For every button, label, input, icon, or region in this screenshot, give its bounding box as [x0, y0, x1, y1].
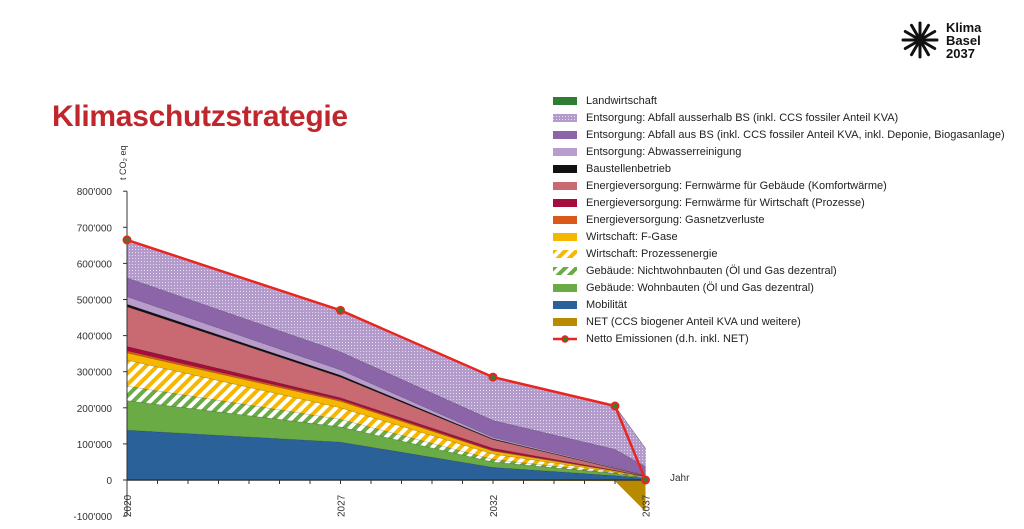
legend-item: Entsorgung: Abfall ausserhalb BS (inkl. … [553, 109, 1005, 126]
legend-swatch [553, 130, 577, 139]
y-tick-label: 0 [106, 476, 112, 487]
legend: Landwirtschaft Entsorgung: Abfall ausserh… [553, 92, 1005, 347]
legend-swatch [553, 334, 577, 343]
netto-emissionen-point [122, 235, 132, 245]
y-tick-label: 200'000 [77, 404, 113, 415]
x-tick-label: 2027 [337, 494, 348, 517]
x-tick-label: 2020 [123, 494, 134, 517]
x-tick-label: 2037 [642, 494, 653, 517]
y-tick-label: 700'000 [77, 223, 113, 234]
legend-label: NET (CCS biogener Anteil KVA und weitere… [586, 315, 801, 328]
logo-line: Basel [946, 32, 981, 48]
klima-basel-logo: Klima Basel 2037 [900, 20, 981, 60]
legend-item: Entsorgung: Abfall aus BS (inkl. CCS fos… [553, 126, 1005, 143]
legend-swatch [553, 317, 577, 326]
legend-label: Gebäude: Nichtwohnbauten (Öl und Gas dez… [586, 264, 837, 277]
legend-swatch [553, 147, 577, 156]
legend-item: Entsorgung: Abwasserreinigung [553, 143, 1005, 160]
x-axis-label: Jahr [670, 473, 690, 484]
legend-label: Gebäude: Wohnbauten (Öl und Gas dezentra… [586, 281, 814, 294]
logo-line: 2037 [946, 45, 975, 61]
logo-line: Klima [946, 19, 982, 35]
y-tick-label: 600'000 [77, 259, 113, 270]
legend-item: Netto Emissionen (d.h. inkl. NET) [553, 330, 1005, 347]
legend-item: Gebäude: Wohnbauten (Öl und Gas dezentra… [553, 279, 1005, 296]
area-net [127, 480, 646, 512]
legend-label: Energieversorgung: Fernwärme für Wirtsch… [586, 196, 865, 209]
legend-label: Netto Emissionen (d.h. inkl. NET) [586, 332, 749, 345]
netto-emissionen-point [641, 475, 650, 485]
legend-item: Energieversorgung: Gasnetzverluste [553, 211, 1005, 228]
legend-swatch [553, 249, 577, 258]
legend-label: Entsorgung: Abfall ausserhalb BS (inkl. … [586, 111, 899, 124]
legend-swatch [553, 232, 577, 241]
x-tick-label: 2032 [489, 494, 500, 517]
y-tick-label: 400'000 [77, 332, 113, 343]
legend-label: Landwirtschaft [586, 94, 657, 107]
legend-label: Energieversorgung: Gasnetzverluste [586, 213, 765, 226]
legend-label: Wirtschaft: Prozessenergie [586, 247, 718, 260]
legend-item: Wirtschaft: F-Gase [553, 228, 1005, 245]
y-axis-label: t CO₂ eq [118, 145, 128, 180]
y-tick-label: -100'000 [73, 512, 112, 523]
legend-item: Wirtschaft: Prozessenergie [553, 245, 1005, 262]
legend-item: Energieversorgung: Fernwärme für Gebäude… [553, 177, 1005, 194]
legend-swatch [553, 266, 577, 275]
legend-label: Baustellenbetrieb [586, 162, 672, 175]
legend-swatch [553, 300, 577, 309]
legend-swatch [553, 164, 577, 173]
page-title: Klimaschutzstrategie [52, 100, 348, 133]
legend-label: Entsorgung: Abwasserreinigung [586, 145, 742, 158]
legend-swatch [553, 283, 577, 292]
legend-item: Baustellenbetrieb [553, 160, 1005, 177]
legend-label: Mobilität [586, 298, 627, 311]
netto-emissionen-point [610, 401, 620, 411]
sunburst-icon [901, 21, 939, 59]
legend-swatch [553, 215, 577, 224]
netto-emissionen-point [336, 305, 345, 315]
netto-emissionen-point [488, 372, 498, 382]
legend-swatch [553, 113, 577, 122]
y-tick-label: 300'000 [77, 368, 113, 379]
legend-item: Energieversorgung: Fernwärme für Wirtsch… [553, 194, 1005, 211]
legend-label: Entsorgung: Abfall aus BS (inkl. CCS fos… [586, 128, 1005, 141]
legend-swatch [553, 181, 577, 190]
legend-swatch [553, 96, 577, 105]
legend-swatch [553, 198, 577, 207]
legend-item: Mobilität [553, 296, 1005, 313]
legend-label: Energieversorgung: Fernwärme für Gebäude… [586, 179, 887, 192]
legend-item: NET (CCS biogener Anteil KVA und weitere… [553, 313, 1005, 330]
legend-item: Landwirtschaft [553, 92, 1005, 109]
y-tick-label: 100'000 [77, 440, 113, 451]
legend-label: Wirtschaft: F-Gase [586, 230, 678, 243]
y-tick-label: 800'000 [77, 187, 113, 198]
legend-item: Gebäude: Nichtwohnbauten (Öl und Gas dez… [553, 262, 1005, 279]
y-tick-label: 500'000 [77, 296, 113, 307]
